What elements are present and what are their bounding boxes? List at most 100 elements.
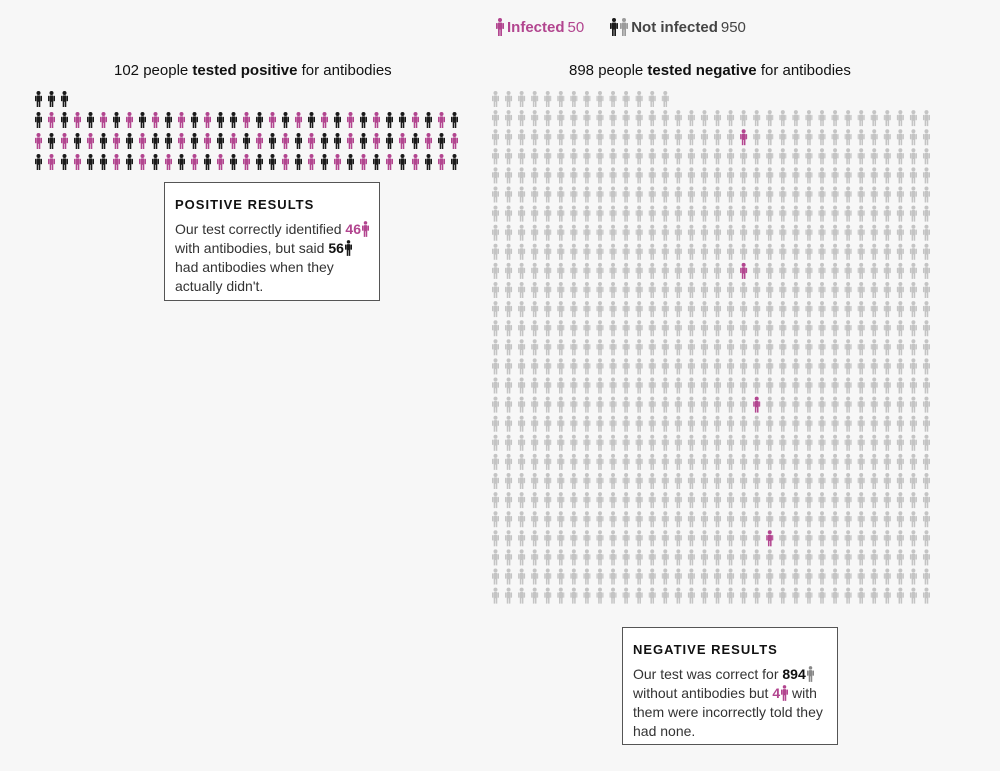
- not-infected-person-mark: [740, 473, 748, 489]
- not-infected-person-mark: [674, 186, 682, 203]
- not-infected-person-mark: [714, 110, 722, 127]
- not-infected-person-mark: [714, 473, 722, 489]
- not-infected-person-mark: [831, 205, 839, 222]
- not-infected-person-mark: [740, 453, 748, 470]
- infected-person-mark: [282, 133, 289, 149]
- not-infected-person-mark: [687, 224, 695, 241]
- not-infected-person-mark: [178, 154, 185, 170]
- not-infected-person-mark: [544, 549, 552, 566]
- not-infected-person-mark: [622, 262, 630, 279]
- not-infected-person-mark: [700, 224, 708, 241]
- not-infected-person-mark: [687, 148, 695, 165]
- not-infected-person-mark: [870, 262, 878, 279]
- not-infected-person-mark: [505, 167, 513, 184]
- not-infected-person-mark: [857, 473, 865, 489]
- infected-person-mark: [386, 154, 393, 170]
- not-infected-person-mark: [282, 112, 289, 128]
- not-infected-person-mark: [295, 133, 302, 149]
- not-infected-person-mark: [61, 154, 68, 170]
- not-infected-person-mark: [896, 186, 904, 203]
- not-infected-person-mark: [766, 148, 774, 165]
- not-infected-person-mark: [139, 112, 146, 128]
- not-infected-person-mark: [779, 129, 787, 146]
- not-infected-person-mark: [531, 91, 539, 107]
- not-infected-person-mark: [844, 587, 852, 604]
- not-infected-person-mark: [570, 167, 578, 184]
- not-infected-person-mark: [700, 492, 708, 509]
- not-infected-person-mark: [648, 224, 656, 241]
- not-infected-person-mark: [570, 243, 578, 260]
- not-infected-person-mark: [230, 154, 237, 170]
- positive-text-1: Our test correctly identified: [175, 221, 342, 237]
- not-infected-person-mark: [740, 320, 748, 337]
- not-infected-person-mark: [152, 133, 159, 149]
- not-infected-person-mark: [687, 358, 695, 375]
- not-infected-person-mark: [909, 110, 917, 127]
- legend-not-infected: Not infected 950: [610, 18, 746, 36]
- not-infected-person-mark: [661, 148, 669, 165]
- not-infected-person-mark: [531, 549, 539, 566]
- not-infected-person-mark: [870, 148, 878, 165]
- not-infected-person-mark: [544, 511, 552, 528]
- not-infected-person-mark: [622, 473, 630, 489]
- not-infected-person-mark: [648, 205, 656, 222]
- not-infected-person-mark: [740, 110, 748, 127]
- infected-person-mark: [74, 154, 81, 170]
- not-infected-person-mark: [896, 262, 904, 279]
- not-infected-person-mark: [857, 320, 865, 337]
- not-infected-person-mark: [909, 301, 917, 318]
- not-infected-person-mark: [609, 148, 617, 165]
- not-infected-person-mark: [818, 377, 826, 394]
- not-infected-person-mark: [714, 320, 722, 337]
- not-infected-person-mark: [295, 154, 302, 170]
- not-infected-person-mark: [870, 301, 878, 318]
- not-infected-person-mark: [87, 154, 94, 170]
- not-infected-person-mark: [674, 148, 682, 165]
- not-infected-person-mark: [622, 396, 630, 413]
- not-infected-person-mark: [596, 358, 604, 375]
- not-infected-person-mark: [844, 511, 852, 528]
- positive-title-pre: people: [143, 62, 189, 79]
- not-infected-person-mark: [570, 301, 578, 318]
- not-infected-person-mark: [779, 358, 787, 375]
- not-infected-person-mark: [922, 110, 930, 127]
- not-infected-person-mark: [700, 530, 708, 547]
- not-infected-person-mark: [714, 339, 722, 356]
- not-infected-person-mark: [779, 282, 787, 298]
- infected-person-mark: [399, 133, 406, 149]
- not-infected-person-mark: [909, 377, 917, 394]
- not-infected-person-mark: [714, 568, 722, 585]
- not-infected-person-mark: [635, 205, 643, 222]
- not-infected-person-mark: [805, 339, 813, 356]
- not-infected-person-mark: [792, 568, 800, 585]
- not-infected-person-mark: [518, 224, 526, 241]
- not-infected-person-mark: [779, 243, 787, 260]
- not-infected-person-mark: [740, 224, 748, 241]
- legend-infected-count: 50: [567, 18, 585, 36]
- not-infected-person-mark: [609, 320, 617, 337]
- infected-person-mark: [308, 154, 315, 170]
- not-infected-person-mark: [700, 339, 708, 356]
- not-infected-person-mark: [870, 453, 878, 470]
- not-infected-person-mark: [844, 568, 852, 585]
- not-infected-person-mark: [727, 186, 735, 203]
- not-infected-person-mark: [779, 511, 787, 528]
- not-infected-person-mark: [779, 587, 787, 604]
- not-infected-person-mark: [674, 301, 682, 318]
- not-infected-person-mark: [583, 434, 591, 451]
- not-infected-person-mark: [622, 243, 630, 260]
- not-infected-person-mark: [622, 148, 630, 165]
- not-infected-person-mark: [831, 339, 839, 356]
- not-infected-person-mark: [818, 511, 826, 528]
- not-infected-person-mark: [518, 243, 526, 260]
- not-infected-person-mark: [896, 320, 904, 337]
- not-infected-person-mark: [740, 358, 748, 375]
- not-infected-person-mark: [648, 301, 656, 318]
- not-infected-person-mark: [714, 377, 722, 394]
- not-infected-person-mark: [896, 549, 904, 566]
- not-infected-person-mark: [922, 129, 930, 146]
- not-infected-person-mark: [674, 530, 682, 547]
- not-infected-person-mark: [805, 186, 813, 203]
- not-infected-person-mark: [360, 133, 367, 149]
- not-infected-person-mark: [727, 549, 735, 566]
